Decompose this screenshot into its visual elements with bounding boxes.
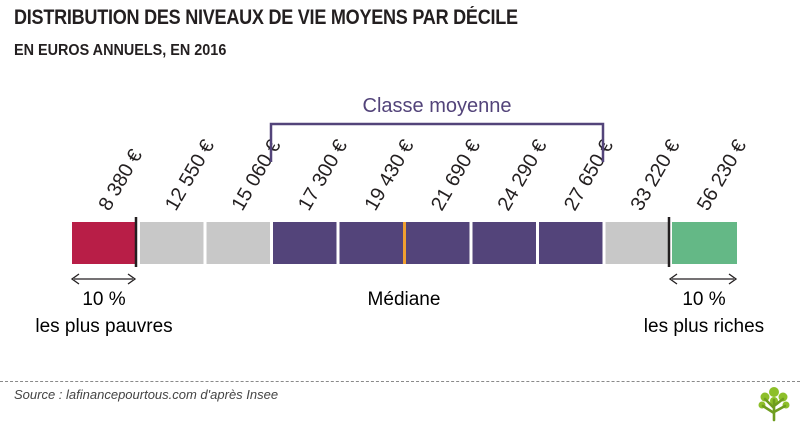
decile-value-label: 27 650 € — [560, 136, 618, 214]
richest-arrow — [668, 273, 738, 285]
tree-logo-icon — [758, 387, 790, 422]
decile-bar-d9 — [605, 222, 669, 264]
chart-title: DISTRIBUTION DES NIVEAUX DE VIE MOYENS P… — [14, 6, 518, 29]
middle-class-bracket — [269, 122, 605, 162]
decile-bar-d4 — [273, 222, 337, 264]
source-note: Source : lafinancepourtous.com d'après I… — [14, 387, 279, 402]
decile-value-label: 21 690 € — [427, 136, 485, 214]
decile-value-label: 12 550 € — [161, 136, 219, 214]
decile-value-label: 8 380 € — [95, 146, 147, 215]
source-divider — [0, 381, 800, 382]
decile-bar-d8 — [539, 222, 603, 264]
decile-bar-d7 — [472, 222, 536, 264]
decile-bars — [72, 222, 737, 264]
poorest-label: les plus pauvres — [35, 316, 172, 337]
decile-value-label: 15 060 € — [228, 136, 286, 214]
chart-subtitle: EN EUROS ANNUELS, EN 2016 — [14, 42, 227, 59]
middle-class-label: Classe moyenne — [363, 95, 512, 117]
decile-bar-d1 — [72, 222, 137, 264]
decile-value-label: 33 220 € — [627, 136, 685, 214]
decile-value-label: 56 230 € — [693, 136, 751, 214]
decile-value-label: 24 290 € — [494, 136, 552, 214]
decile-bar-d10 — [672, 222, 737, 264]
decile-bar-d5 — [339, 222, 403, 264]
poorest-arrow — [70, 273, 137, 285]
decile-bar-d2 — [140, 222, 204, 264]
decile-value-label: 19 430 € — [361, 136, 419, 214]
richest-label: les plus riches — [644, 316, 764, 337]
decile-bar-d6 — [406, 222, 470, 264]
decile-bar-d3 — [206, 222, 270, 264]
median-label: Médiane — [368, 289, 441, 310]
poorest-percent: 10 % — [82, 289, 125, 310]
decile-value-labels: 8 380 €12 550 €15 060 €17 300 €19 430 €2… — [95, 136, 751, 214]
decile-value-label: 17 300 € — [294, 136, 352, 214]
richest-percent: 10 % — [682, 289, 725, 310]
